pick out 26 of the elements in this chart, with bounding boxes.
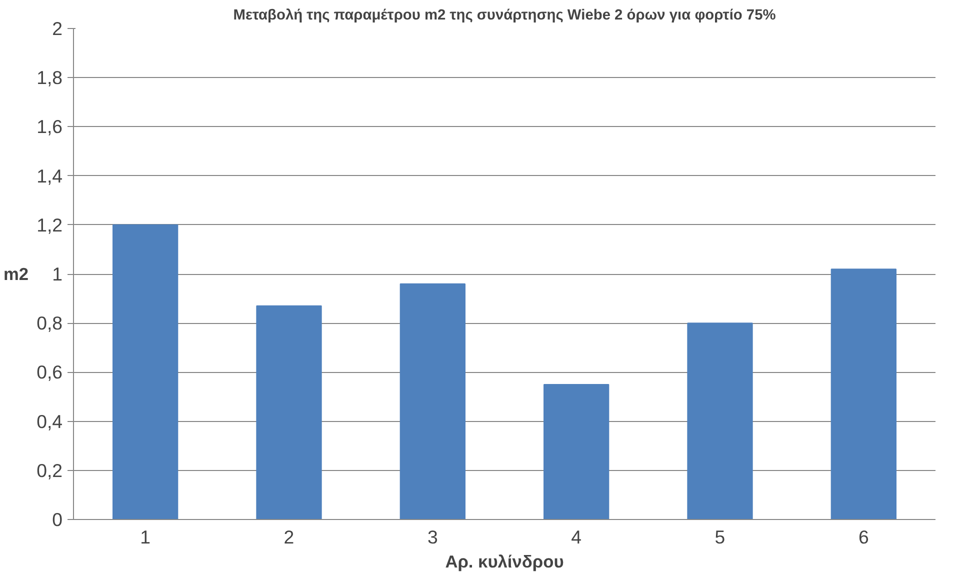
y-tick-label: 1,2	[36, 214, 63, 236]
y-tick-label: 1,8	[36, 67, 63, 88]
x-tick-label: 5	[714, 526, 726, 548]
bar	[112, 224, 178, 520]
y-tick-label: 0,6	[36, 362, 63, 383]
y-tick-label: 1,4	[36, 165, 63, 186]
bar	[830, 268, 896, 520]
y-tick-label: 0,8	[36, 312, 63, 334]
y-tick-label: 1,6	[36, 116, 63, 138]
bar	[687, 322, 753, 520]
x-tick-label: 6	[858, 526, 869, 548]
y-tick-label: 0,2	[36, 460, 63, 481]
chart-title: Μεταβολή της παραμέτρου m2 της συνάρτησης Wiebe 2 όρων για φορτίο 75%	[233, 8, 776, 24]
x-axis-title: Αρ. κυλίνδρου	[445, 552, 564, 572]
y-tick-label: 1	[52, 264, 63, 284]
x-tick-label: 3	[427, 526, 438, 548]
y-axis-title: m2	[4, 264, 29, 284]
x-tick-label: 2	[284, 526, 294, 548]
bar	[400, 283, 466, 520]
y-tick-label: 0	[52, 509, 63, 530]
y-tick-label: 0,4	[36, 410, 63, 432]
y-tick-label: 2	[52, 18, 63, 39]
bar	[544, 384, 610, 520]
x-tick-label: 4	[571, 526, 582, 548]
bar	[256, 305, 322, 520]
x-tick-label: 1	[140, 526, 151, 548]
